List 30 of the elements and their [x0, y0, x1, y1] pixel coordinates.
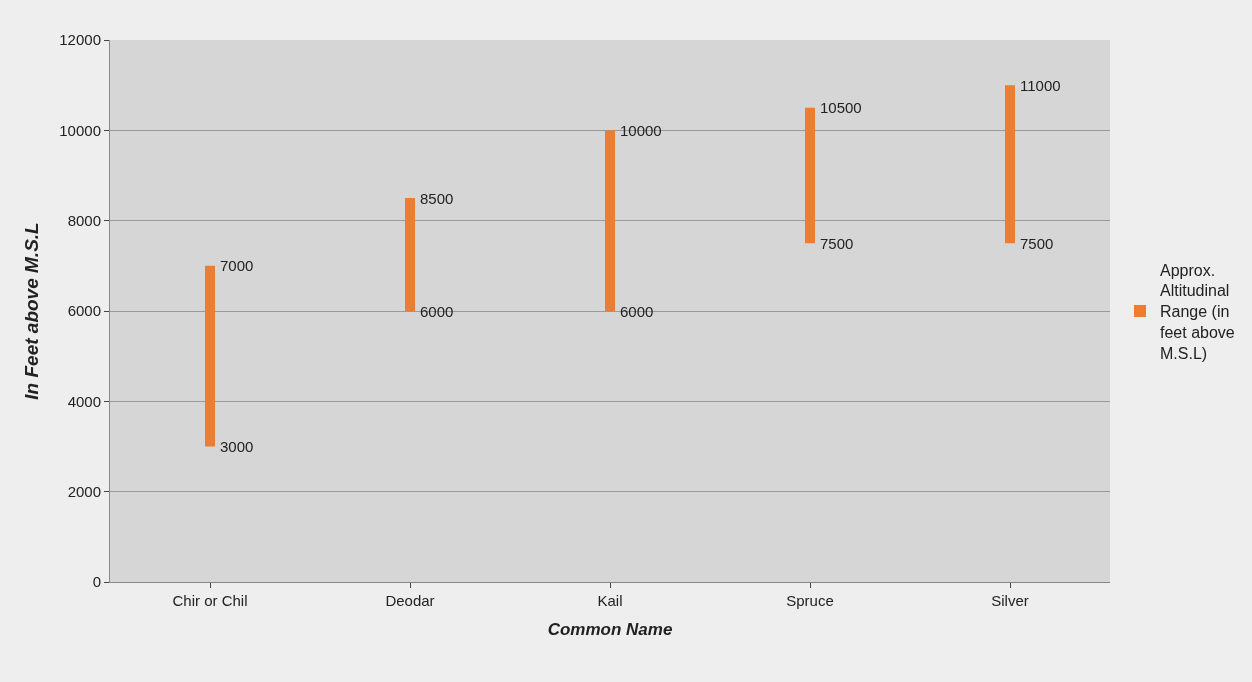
annotation: 6000 — [620, 303, 654, 320]
bar — [405, 198, 415, 311]
y-tick-label: 8000 — [67, 211, 101, 229]
x-tick-label: Spruce — [786, 592, 834, 609]
annotation: 10000 — [620, 122, 662, 139]
annotation: 10500 — [820, 99, 862, 116]
y-axis-title: In Feet above M.S.L — [21, 222, 43, 400]
annotation: 7500 — [1020, 235, 1054, 252]
annotation: 6000 — [420, 303, 454, 320]
bar — [205, 265, 215, 447]
bar — [605, 130, 615, 311]
y-tick-label: 0 — [92, 573, 101, 591]
y-tick-label: 12000 — [59, 31, 101, 49]
annotation: 7000 — [220, 257, 254, 274]
y-tick-label: 4000 — [67, 392, 101, 410]
y-tick-label: 10000 — [59, 121, 101, 139]
x-tick-label: Chir or Chil — [172, 592, 248, 609]
annotation: 11000 — [1020, 77, 1061, 94]
bar — [1005, 85, 1015, 244]
x-tick-label: Silver — [991, 592, 1029, 609]
annotation: 7500 — [820, 235, 854, 252]
x-tick-label: Deodar — [385, 592, 435, 609]
y-tick-label: 2000 — [67, 482, 101, 500]
x-axis-title: Common Name — [547, 620, 673, 640]
x-tick-label: Kail — [597, 592, 623, 609]
legend-label: Approx. Altitudinal Range (in feet above M.S.L) — [1160, 261, 1235, 362]
bar — [805, 107, 815, 244]
annotation: 3000 — [220, 438, 254, 455]
y-tick-label: 6000 — [67, 302, 101, 320]
annotation: 8500 — [420, 190, 454, 207]
